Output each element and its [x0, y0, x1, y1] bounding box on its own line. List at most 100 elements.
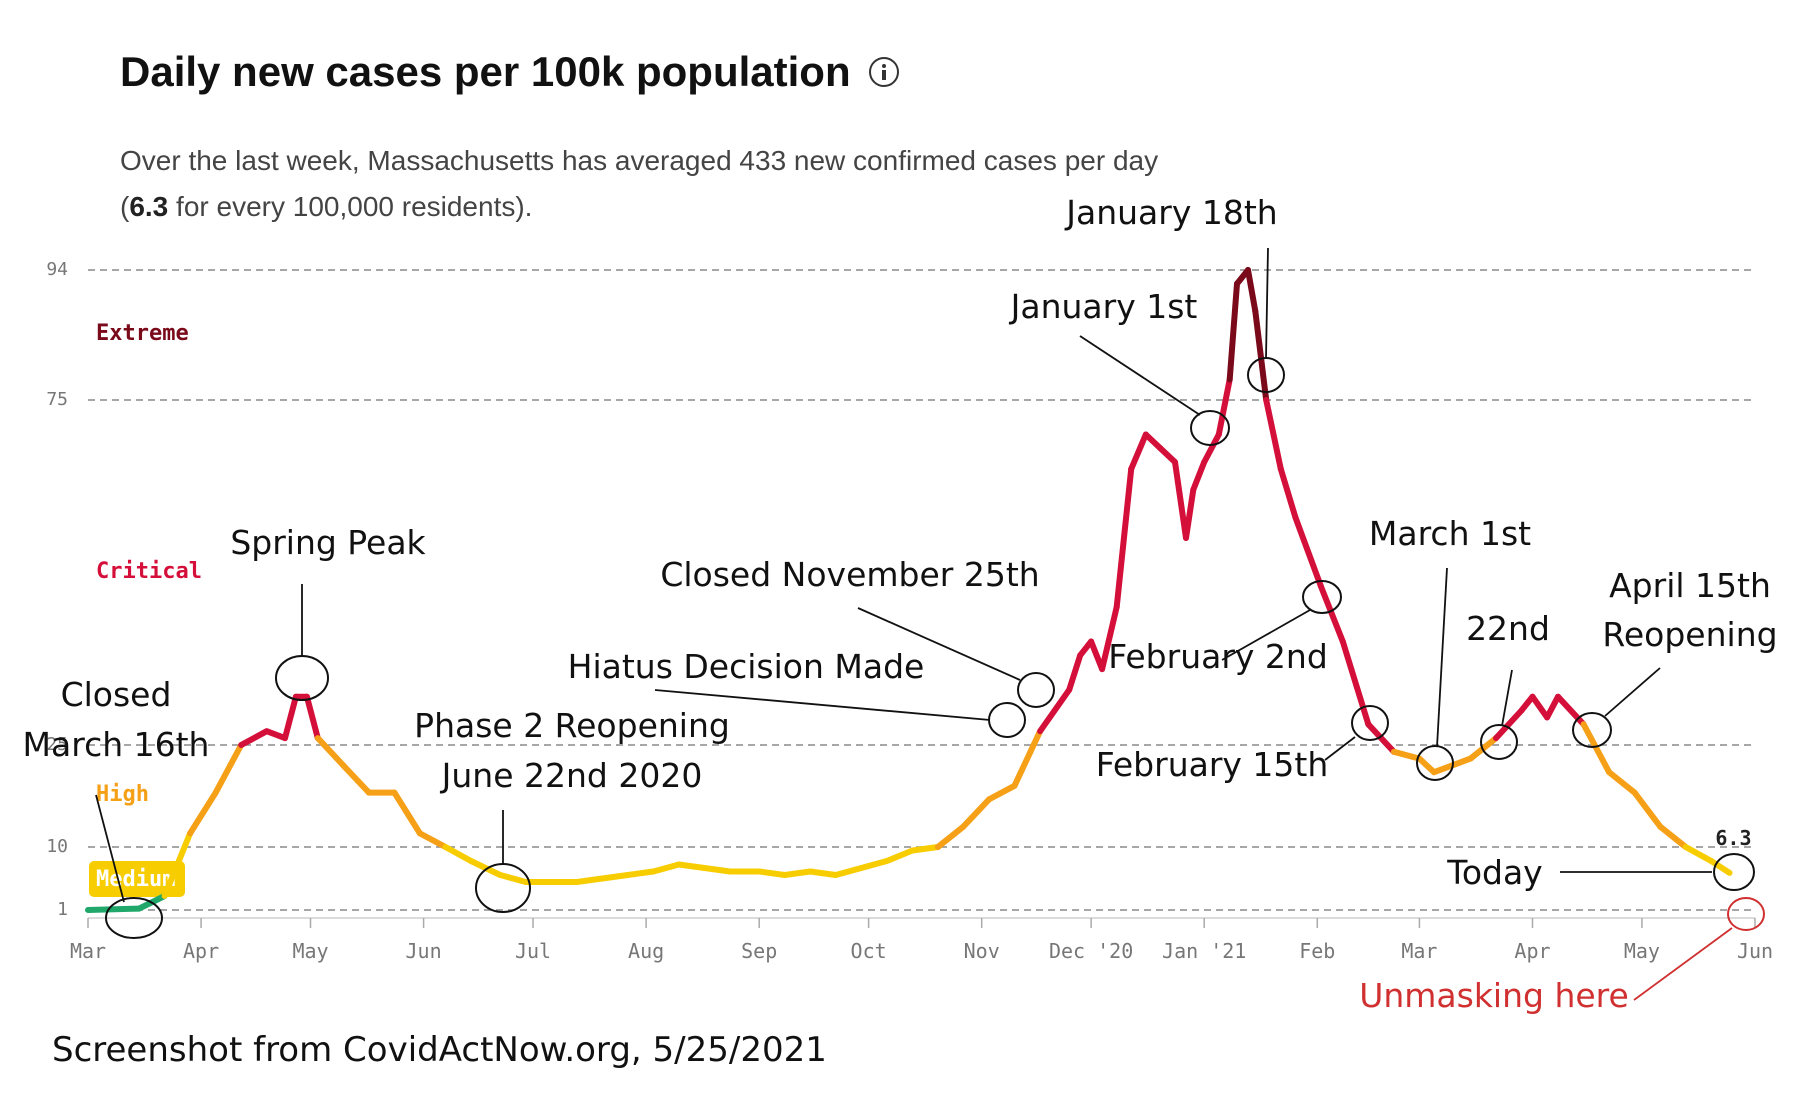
series-segment: [756, 868, 788, 878]
annotation-leader: [1221, 609, 1311, 661]
y-tick-label: 25: [46, 734, 68, 755]
series-segment: [468, 858, 504, 878]
annotation-marker: [988, 702, 1026, 738]
info-icon[interactable]: [868, 57, 899, 87]
annotation-leader: [1604, 667, 1661, 717]
series-segment: [1580, 721, 1613, 776]
x-tick-label: Feb: [1299, 939, 1335, 963]
annotation-marker: [275, 655, 329, 701]
x-tick-label: Jun: [406, 939, 442, 963]
y-tick-label: 94: [46, 259, 68, 280]
series-segment: [1416, 755, 1437, 776]
risk-level-critical: Critical: [96, 559, 202, 584]
y-tick-label: 10: [46, 836, 68, 857]
annotation-marker: [1351, 705, 1389, 741]
annotation-marker: [1416, 745, 1454, 781]
series-segment: [1317, 583, 1346, 645]
chart-title: Daily new cases per 100k population: [120, 48, 851, 95]
annotation-label: Reopening: [1602, 615, 1777, 654]
series-segment: [1142, 431, 1164, 452]
annotation-leader: [1079, 335, 1201, 416]
series-segment: [1011, 728, 1044, 789]
risk-level-high: High: [96, 782, 149, 807]
series-segment: [1544, 693, 1561, 721]
annotation-label: Spring Peak: [230, 523, 426, 562]
x-tick-label: Jul: [515, 939, 551, 963]
series-segment: [187, 789, 219, 837]
y-tick-label: 1: [57, 899, 68, 920]
annotation-marker: [1480, 724, 1518, 760]
annotation-label: Unmasking here: [1359, 976, 1629, 1015]
annotation-leader: [95, 794, 125, 903]
annotation-marker: [105, 897, 163, 939]
annotation-label: February 2nd: [1108, 637, 1328, 676]
series-segment: [442, 844, 474, 864]
x-tick-label: Dec '20: [1049, 939, 1133, 963]
series-segment: [883, 847, 916, 864]
x-tick-label: Apr: [183, 939, 219, 963]
annotation-leader: [1265, 247, 1269, 359]
series-segment: [1245, 267, 1259, 315]
x-tick-label: Mar: [1401, 939, 1437, 963]
series-segment: [1277, 466, 1299, 521]
series-segment: [650, 861, 682, 875]
series-segment: [416, 830, 449, 850]
subtitle-value: 6.3: [129, 191, 169, 222]
series-segment: [1183, 486, 1197, 541]
series-segment: [85, 905, 143, 913]
series-segment: [212, 742, 245, 796]
series-segment: [1365, 721, 1397, 755]
series-segment: [701, 865, 733, 875]
series-segment: [1390, 748, 1423, 762]
x-tick-label: Apr: [1514, 939, 1550, 963]
annotation-label: Hiatus Decision Made: [568, 647, 925, 686]
x-tick-label: Jan '21: [1162, 939, 1246, 963]
annotation-marker: [1713, 853, 1755, 891]
series-segment: [314, 735, 347, 769]
annotation-leader: [1436, 567, 1448, 748]
series-segment: [1263, 397, 1284, 472]
series-segment: [1631, 789, 1664, 830]
chart-title-row: Daily new cases per 100k population: [120, 48, 899, 96]
series-segment: [161, 830, 194, 899]
series-segment: [781, 868, 814, 878]
x-tick-label: Jun: [1737, 939, 1773, 963]
series-segment: [858, 858, 890, 871]
annotation-leader: [1633, 927, 1733, 1001]
series-segment: [1606, 769, 1638, 796]
series-segment: [832, 865, 865, 878]
series-segment: [303, 693, 321, 742]
annotation-marker: [475, 863, 531, 913]
annotation-label: March 16th: [23, 725, 210, 764]
series-segment: [960, 796, 992, 830]
annotation-marker: [1572, 712, 1612, 748]
annotation-marker: [1017, 672, 1055, 708]
risk-level-medium: Medium: [96, 867, 175, 892]
current-value-label: 6.3: [1715, 826, 1751, 850]
annotation-label: April 15th: [1609, 566, 1771, 605]
series-segment: [282, 693, 299, 742]
series-segment: [1172, 459, 1189, 541]
annotation-leader: [654, 689, 991, 721]
series-segment: [1128, 431, 1149, 472]
series-segment: [1201, 431, 1222, 466]
series-segment: [340, 762, 372, 796]
series-segment: [391, 789, 423, 837]
series-segment: [909, 844, 941, 854]
annotation-leader: [1501, 669, 1513, 727]
series-segment: [1215, 376, 1233, 438]
x-tick-label: May: [1624, 939, 1660, 963]
footer-note: Screenshot from CovidActNow.org, 5/25/20…: [52, 1030, 827, 1070]
series-segment: [1292, 514, 1324, 590]
series-segment: [1037, 686, 1073, 735]
series-segment: [1190, 459, 1208, 493]
annotation-label: Phase 2 Reopening: [414, 706, 730, 745]
x-tick-label: Sep: [741, 939, 777, 963]
annotation-marker: [1190, 410, 1230, 446]
series-segment: [1431, 762, 1456, 776]
series-segment: [1157, 445, 1178, 466]
series-segment: [497, 872, 529, 885]
risk-level-extreme: Extreme: [96, 321, 189, 346]
x-tick-label: May: [292, 939, 328, 963]
